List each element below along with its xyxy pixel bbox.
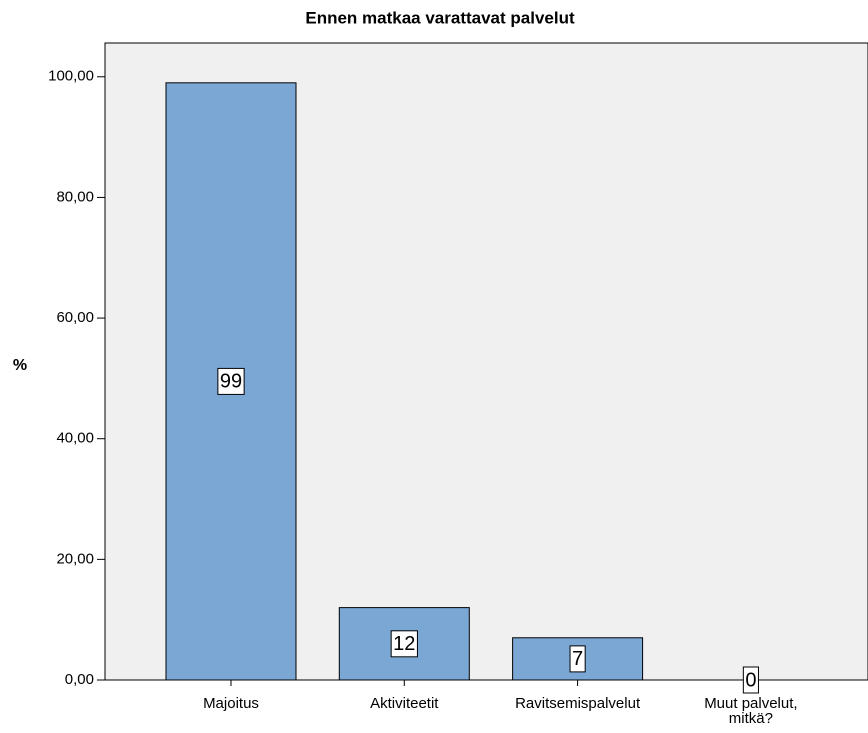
y-tick-label: 0,00 [65, 671, 94, 688]
data-label-box [569, 645, 586, 673]
y-axis-label: % [13, 357, 27, 374]
y-tick-label: 40,00 [56, 430, 94, 447]
x-tick-label: Ravitsemispalvelut [515, 695, 641, 712]
data-label: 0 [745, 669, 756, 691]
y-tick-label: 60,00 [56, 309, 94, 326]
chart-title: Ennen matkaa varattavat palvelut [305, 8, 575, 27]
x-tick-label: Majoitus [203, 695, 259, 712]
y-tick-label: 80,00 [56, 188, 94, 205]
data-label: 99 [220, 371, 242, 393]
x-tick-label: Muut palvelut, mitkä? [704, 695, 798, 727]
data-label-box [217, 367, 245, 395]
y-tick-label: 100,00 [48, 68, 94, 85]
data-label: 7 [572, 648, 583, 670]
data-label: 12 [393, 633, 415, 655]
bar [338, 607, 470, 681]
bar [512, 637, 644, 681]
x-tick-label: Aktiviteetit [370, 695, 439, 712]
y-tick-label: 20,00 [56, 550, 94, 567]
data-label-box [742, 666, 759, 694]
data-label-box [390, 630, 418, 658]
